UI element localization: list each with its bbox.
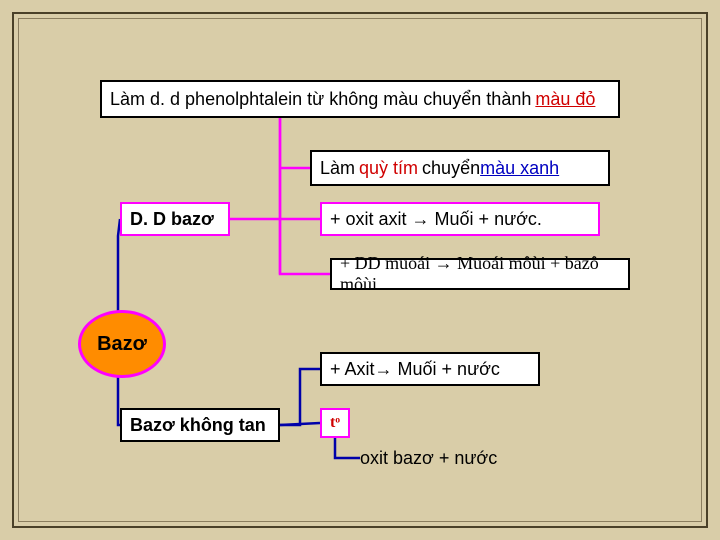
text-quy-post: chuyển [422, 158, 480, 179]
text-quy-mid: quỳ tím [359, 158, 418, 179]
text-oxitaxit: + oxit axit → Muối + nước. [330, 209, 542, 230]
text-phenol-pre: Làm d. d phenolphtalein từ không màu chu… [110, 89, 531, 110]
box-quytim: Làm quỳ tím chuyển màu xanh [310, 150, 610, 186]
bazo-circle: Bazơ [78, 310, 166, 378]
box-ddmuoi: + DD muoái → Muoái môùi + bazô môùi [330, 258, 630, 290]
text-bazokhongtan: Bazơ không tan [130, 415, 266, 436]
text-quy-pre: Làm [320, 158, 355, 179]
text-axit: + Axit→ Muối + nước [330, 359, 500, 380]
text-oxitbazo: oxit bazơ + nước [360, 448, 497, 469]
box-phenolphtalein: Làm d. d phenolphtalein từ không màu chu… [100, 80, 620, 118]
text-ddmuoi: + DD muoái → Muoái môùi + bazô môùi [340, 253, 620, 295]
box-axit: + Axit→ Muối + nước [320, 352, 540, 386]
text-phenol-colored: màu đỏ [535, 89, 595, 110]
box-bazokhongtan: Bazơ không tan [120, 408, 280, 442]
box-to: tᵒ [320, 408, 350, 438]
text-ddbazo: D. D bazơ [130, 209, 214, 230]
box-oxitaxit: + oxit axit → Muối + nước. [320, 202, 600, 236]
box-ddbazo: D. D bazơ [120, 202, 230, 236]
bazo-label: Bazơ [97, 333, 147, 356]
text-to: tᵒ [330, 414, 340, 432]
text-quy-colored: màu xanh [480, 158, 559, 179]
